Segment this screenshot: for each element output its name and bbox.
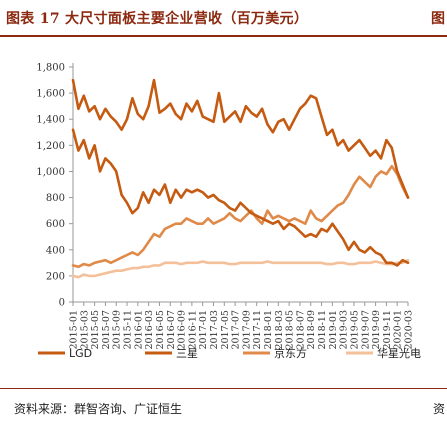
y-tick-label: 1,400 <box>36 115 65 126</box>
x-tick-label: 2018-05 <box>285 310 296 349</box>
x-tick-label: 2016-03 <box>144 310 155 349</box>
legend-label: 三星 <box>176 347 198 360</box>
x-tick-label: 2017-05 <box>220 310 231 349</box>
source-note: 资料来源：群智咨询、广证恒生 <box>14 402 183 416</box>
x-tick-label: 2020-03 <box>404 310 415 349</box>
x-tick-label: 2016-09 <box>177 310 188 349</box>
y-tick-label: 200 <box>46 271 65 282</box>
x-tick-label: 2019-05 <box>349 310 360 349</box>
x-tick-label: 2015-03 <box>79 310 90 349</box>
line-chart: 0 200 400 600 800 1,000 1,200 1,400 1,600 1,800 20… <box>36 63 421 361</box>
x-tick-label: 2016-07 <box>166 310 177 349</box>
x-tick-label: 2019-09 <box>371 310 382 349</box>
y-tick-label: 400 <box>46 245 65 256</box>
figure-title: 图表 17 大尺寸面板主要企业营收（百万美元） <box>6 11 309 27</box>
x-tick-label: 2020-01 <box>393 310 404 349</box>
x-tick-label: 2019-07 <box>360 310 371 349</box>
x-tick-label: 2019-03 <box>339 310 350 349</box>
x-tick-label: 2018-03 <box>274 310 285 349</box>
legend-label: 京东方 <box>274 346 307 360</box>
legend-label: LGD <box>69 347 92 360</box>
y-tick-label: 0 <box>59 298 65 309</box>
x-tick-label: 2017-01 <box>198 310 209 349</box>
y-tick-label: 1,800 <box>36 63 65 74</box>
x-tick-label: 2017-07 <box>231 310 242 349</box>
y-tick-label: 600 <box>46 219 65 230</box>
x-tick-label: 2019-11 <box>382 310 393 349</box>
x-tick-label: 2016-05 <box>155 310 166 349</box>
series-line-3 <box>71 164 410 269</box>
x-tick-label: 2015-11 <box>123 310 134 349</box>
x-tick-label: 2017-11 <box>252 310 263 349</box>
next-figure-fragment: 图 <box>431 11 445 27</box>
footer-bar: 资料来源：群智咨询、广证恒生 资 <box>0 388 447 437</box>
x-tick-label: 2016-01 <box>133 310 144 349</box>
header-bar: 图表 17 大尺寸面板主要企业营收（百万美元） 图 <box>0 0 447 37</box>
x-tick-label: 2015-01 <box>69 310 80 349</box>
title-rule <box>0 35 447 37</box>
x-tick-label: 2015-05 <box>90 310 101 349</box>
series-line-2 <box>71 128 410 267</box>
footer-rule <box>0 388 447 389</box>
x-tick-label: 2015-09 <box>112 310 123 349</box>
next-page-fragment: 资 <box>433 402 446 416</box>
x-tick-label: 2019-01 <box>328 310 339 349</box>
x-tick-label: 2017-03 <box>209 310 220 349</box>
series-line-1 <box>71 78 410 199</box>
y-tick-label: 1,200 <box>36 141 65 152</box>
series-line-4 <box>71 258 410 279</box>
y-tick-label: 1,600 <box>36 89 65 100</box>
y-tick-label: 800 <box>46 193 65 204</box>
x-tick-label: 2015-07 <box>101 310 112 349</box>
x-tick-label: 2018-01 <box>263 310 274 349</box>
x-tick-label: 2018-07 <box>295 310 306 349</box>
x-tick-label: 2018-11 <box>317 310 328 349</box>
legend-label: 华星光电 <box>377 346 421 360</box>
x-tick-label: 2016-11 <box>187 310 198 349</box>
x-tick-label: 2017-09 <box>241 310 252 349</box>
y-tick-label: 1,000 <box>36 167 65 178</box>
x-tick-label: 2018-09 <box>306 310 317 349</box>
